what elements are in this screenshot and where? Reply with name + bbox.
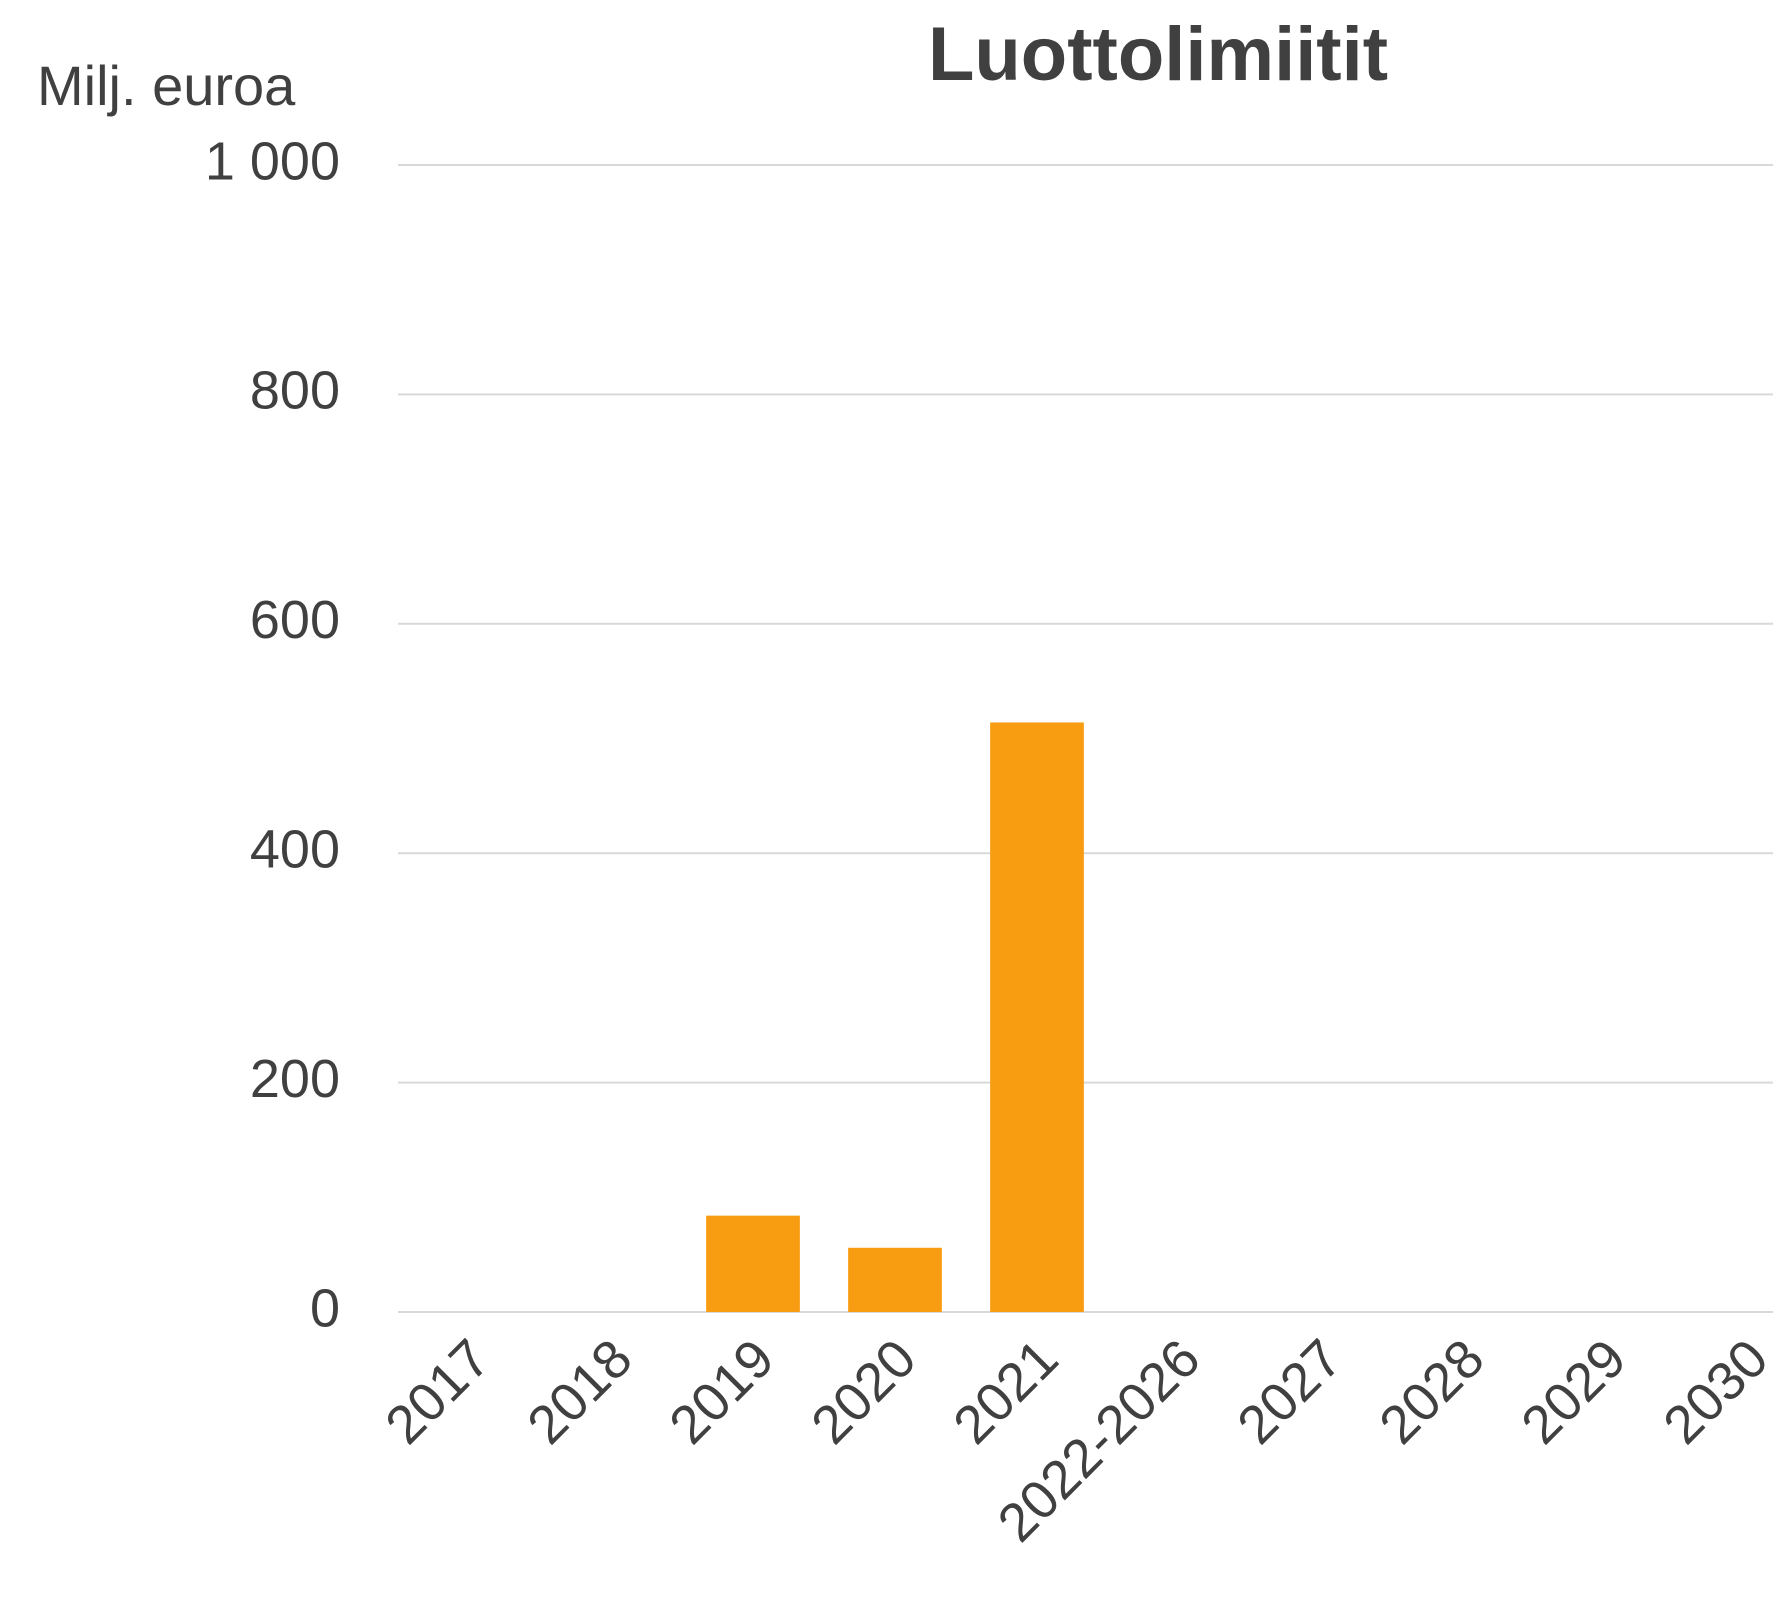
x-tick-label: 2030 xyxy=(1652,1328,1773,1455)
x-tick-label: 2027 xyxy=(1226,1328,1353,1455)
x-tick-label: 2020 xyxy=(800,1328,927,1455)
x-tick-label: 2018 xyxy=(516,1328,643,1455)
y-tick-label: 400 xyxy=(250,819,340,879)
x-tick-label: 2028 xyxy=(1368,1328,1495,1455)
x-tick-label: 2029 xyxy=(1510,1328,1637,1455)
y-tick-label: 1 000 xyxy=(205,131,340,191)
bar xyxy=(706,1215,800,1312)
y-tick-label: 600 xyxy=(250,590,340,650)
bar xyxy=(990,722,1084,1312)
y-tick-label: 800 xyxy=(250,361,340,421)
x-tick-label: 2021 xyxy=(942,1328,1069,1455)
chart-title: Luottolimiitit xyxy=(928,12,1388,97)
x-tick-label: 2017 xyxy=(374,1328,501,1455)
bar xyxy=(848,1247,942,1312)
y-tick-label: 200 xyxy=(250,1049,340,1109)
y-axis-label: Milj. euroa xyxy=(37,54,296,117)
x-tick-label: 2019 xyxy=(658,1328,785,1455)
y-tick-label: 0 xyxy=(310,1278,340,1338)
